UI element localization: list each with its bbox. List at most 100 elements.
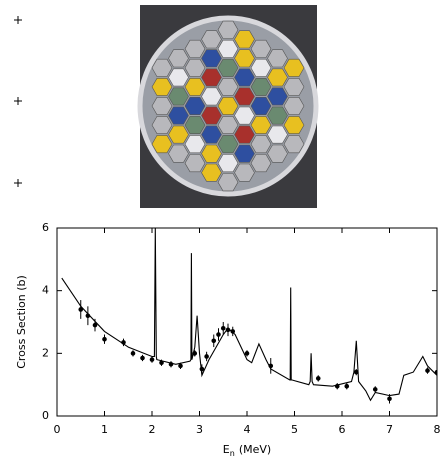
hexagon [267, 49, 288, 68]
hexagon [267, 87, 288, 106]
data-point [334, 383, 340, 389]
hexagon [217, 78, 239, 96]
x-tick-label: 2 [149, 423, 156, 436]
y-tick-label: 4 [42, 284, 49, 297]
hexagon [217, 135, 239, 154]
hexagon [267, 144, 288, 163]
hexagon [283, 97, 305, 115]
hexagon [184, 135, 206, 154]
x-tick-label: 1 [101, 423, 108, 436]
hexagon [217, 20, 239, 39]
data-point [159, 360, 164, 366]
x-label-unit: (MeV) [239, 443, 271, 456]
x-tick-label: 8 [434, 423, 441, 436]
hexagon [151, 97, 173, 115]
data-point [268, 363, 274, 369]
data-point [204, 354, 209, 359]
y-tick-label: 0 [42, 409, 49, 422]
x-tick-label: 6 [339, 423, 346, 436]
hexagon [250, 97, 272, 115]
hexagon [267, 125, 288, 144]
hexagon [234, 49, 255, 68]
hexagon [201, 125, 222, 144]
x-tick-label: 4 [244, 423, 251, 436]
hexagon [201, 49, 222, 68]
data-point [244, 351, 250, 356]
hexagon [250, 135, 272, 154]
hexagon [250, 39, 272, 58]
hexagon [151, 116, 173, 134]
y-tick-label: 6 [42, 221, 49, 234]
curve [61, 228, 437, 402]
hexagon [267, 106, 288, 125]
data-point [425, 368, 430, 373]
hexagon [168, 68, 189, 87]
data-point [225, 327, 231, 333]
hexagon [283, 135, 305, 154]
hexagon [234, 106, 255, 125]
data-point [353, 369, 359, 375]
x-tick-label: 5 [291, 423, 298, 436]
data-point [211, 338, 217, 344]
hexagon [217, 116, 239, 134]
data-point [85, 313, 91, 319]
hexagon [234, 125, 255, 144]
hexagon [151, 135, 173, 154]
x-label-subscript: n [230, 449, 235, 458]
data-point [178, 363, 183, 369]
data-point [78, 307, 84, 312]
x-axis-label: En (MeV) [223, 443, 271, 458]
y-axis-label: Cross Section (b) [15, 275, 28, 369]
hexagon [168, 106, 189, 125]
hexagon [283, 58, 305, 77]
hexagon [201, 106, 222, 125]
hexagon [201, 87, 222, 106]
hexagon [217, 39, 239, 58]
hexagon [217, 154, 239, 173]
hexagon [168, 125, 189, 144]
hexagon [217, 58, 239, 77]
detector-photo [137, 5, 319, 208]
hexagon [250, 78, 272, 96]
hexagon [201, 68, 222, 87]
data-point [92, 322, 98, 328]
data-point [230, 329, 236, 334]
data-point [387, 396, 392, 402]
data-point [199, 366, 205, 372]
plot-area [61, 228, 437, 404]
hexagon [184, 154, 206, 173]
hexagon [250, 58, 272, 77]
hexagon [234, 87, 255, 106]
hexagon [201, 163, 222, 182]
hexagon [250, 116, 272, 134]
x-tick-label: 7 [386, 423, 393, 436]
x-tick-label: 0 [54, 423, 61, 436]
data-point [315, 376, 321, 381]
hexagon [184, 58, 206, 77]
hexagon [184, 97, 206, 115]
hexagon [168, 49, 189, 68]
data-point [140, 355, 145, 361]
hexagon [234, 144, 255, 163]
hexagon [234, 30, 255, 49]
hexagon [184, 78, 206, 96]
data-point [102, 336, 107, 342]
hexagon [250, 154, 272, 173]
hexagon [184, 39, 206, 58]
hexagon [267, 68, 288, 87]
hexagon [168, 144, 189, 163]
y-tick-label: 2 [42, 346, 49, 359]
data-point [192, 351, 198, 356]
hexagon [283, 78, 305, 96]
data-point [216, 332, 221, 337]
hexagon [283, 116, 305, 134]
x-label-symbol: E [223, 443, 230, 456]
hexagon [234, 68, 255, 87]
hexagon [217, 97, 239, 115]
hexagon [201, 30, 222, 49]
hexagon [168, 87, 189, 106]
data-point [344, 383, 350, 389]
hexagon [201, 144, 222, 163]
crosshair-marks [14, 16, 22, 187]
